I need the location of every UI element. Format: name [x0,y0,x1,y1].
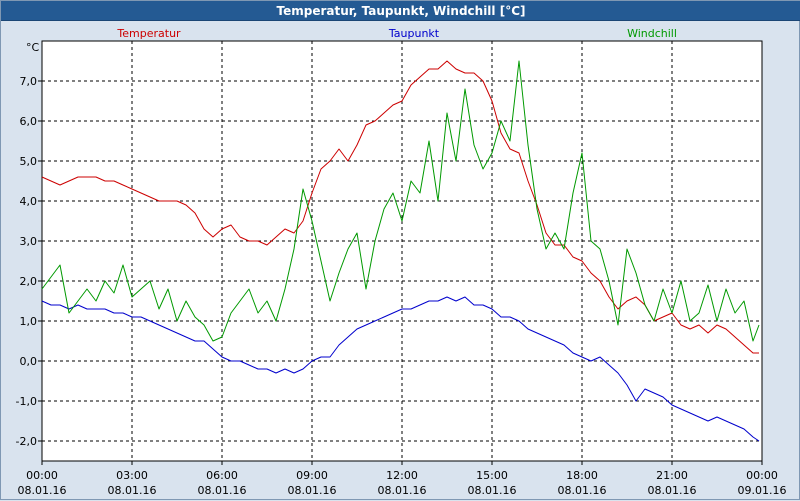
x-tick-label-time: 03:00 [116,469,148,482]
y-tick-label: 4,0 [20,195,38,208]
x-tick-label-time: 21:00 [656,469,688,482]
x-tick-label-time: 00:00 [746,469,778,482]
series-layer [41,60,760,442]
y-tick-label: 1,0 [20,315,38,328]
y-tick-label: -1,0 [16,395,37,408]
x-tick-label-date: 08.01.16 [198,484,247,497]
x-tick-label-date: 09.01.16 [738,484,787,497]
y-tick-label: 5,0 [20,155,38,168]
x-tick-label-time: 06:00 [206,469,238,482]
x-tick-label-time: 00:00 [26,469,58,482]
y-tick-label: 2,0 [20,275,38,288]
y-tick-label: -2,0 [16,435,37,448]
chart-title: Temperatur, Taupunkt, Windchill [°C] [1,1,800,21]
y-tick-label: 7,0 [20,75,38,88]
x-tick-label-date: 08.01.16 [108,484,157,497]
x-tick-label-date: 08.01.16 [558,484,607,497]
y-tick-label: 3,0 [20,235,38,248]
legend-windchill: Windchill [627,27,677,40]
y-tick-label: 0,0 [20,355,38,368]
series-line-temperatur [41,60,759,354]
legend: Temperatur Taupunkt Windchill [116,27,677,40]
grid [42,41,762,461]
series-line-windchill [41,60,760,342]
x-tick-label-date: 08.01.16 [378,484,427,497]
x-tick-label-date: 08.01.16 [288,484,337,497]
y-axis-label: °C [26,41,40,54]
axis-labels: -2,0 -1,0 0,0 1,0 2,0 3,0 4,0 5,0 6,0 7,0 00:00 08.… [16,41,787,497]
x-tick-label-date: 08.01.16 [648,484,697,497]
line-chart: -2,0 -1,0 0,0 1,0 2,0 3,0 4,0 5,0 6,0 7,0 00:00 08.… [16,27,787,497]
x-tick-label-time: 12:00 [386,469,418,482]
x-tick-label-date: 08.01.16 [468,484,517,497]
legend-taupunkt: Taupunkt [388,27,440,40]
series-line-taupunkt [41,296,760,442]
x-tick-label-time: 15:00 [476,469,508,482]
x-tick-label-date: 08.01.16 [18,484,67,497]
y-tick-label: 6,0 [20,115,38,128]
x-tick-label-time: 18:00 [566,469,598,482]
legend-temperatur: Temperatur [116,27,181,40]
x-tick-label-time: 09:00 [296,469,328,482]
